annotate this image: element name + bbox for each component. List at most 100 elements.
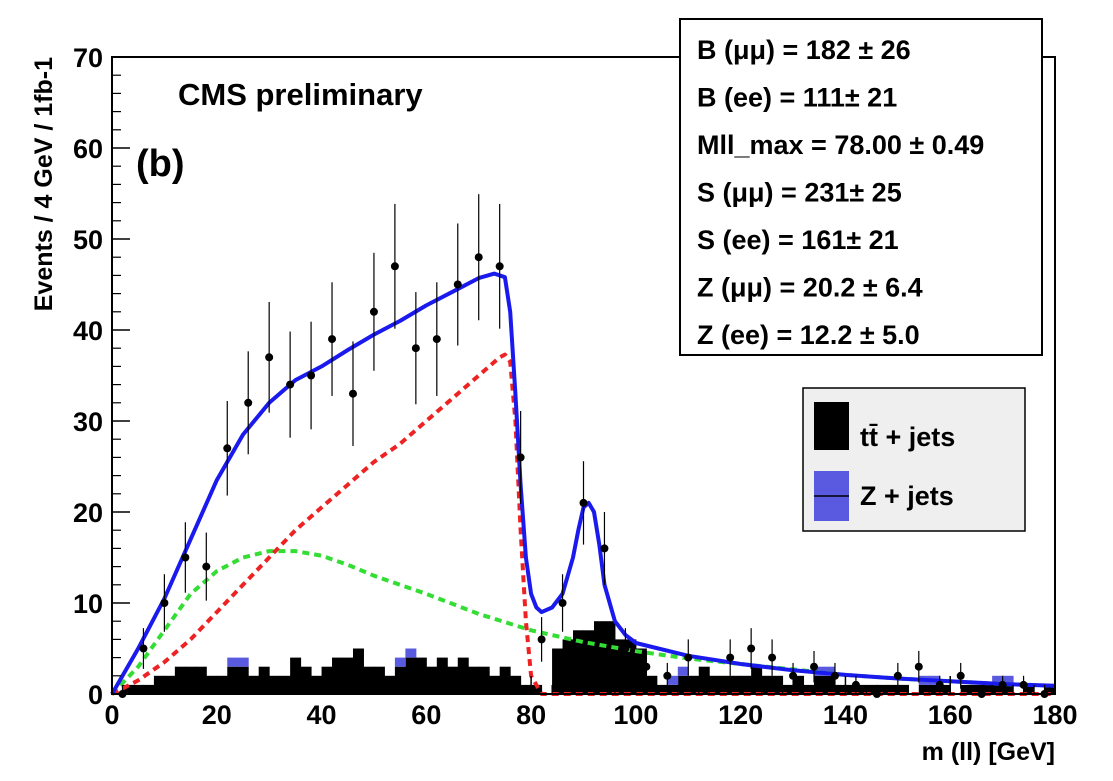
fit-result-label: Z (ee) =: [697, 320, 800, 350]
data-point: [474, 253, 483, 262]
ttbar-bin: [216, 675, 228, 694]
fit-result-value: 12.2 ± 5.0: [800, 320, 920, 350]
ttbar-bin: [269, 675, 281, 694]
ttbar-bin: [237, 666, 249, 694]
fit-result-label: Mll_max =: [697, 130, 834, 160]
ttbar-bin: [751, 666, 763, 694]
x-tick-label: 40: [307, 700, 337, 730]
zjets-bin: [992, 675, 1004, 685]
zjets-bin: [394, 657, 406, 667]
y-axis-label: Events / 4 GeV / 1fb-1: [30, 57, 58, 311]
ttbar-bin: [258, 666, 270, 694]
ttbar-bin: [499, 666, 511, 694]
ttbar-bin: [436, 657, 448, 694]
ttbar-bin: [834, 684, 846, 694]
zjets-bin: [405, 648, 417, 658]
y-tick-label: 70: [73, 43, 103, 73]
data-point: [411, 344, 420, 353]
ttbar-bin: [845, 684, 857, 694]
data-point: [160, 599, 169, 607]
data-point: [830, 671, 839, 680]
ttbar-bin: [394, 666, 406, 694]
ttbar-bin: [981, 684, 993, 694]
data-point: [390, 262, 399, 271]
ttbar-bin: [761, 675, 773, 694]
data-point: [621, 644, 630, 653]
y-tick-label: 40: [73, 316, 103, 346]
x-tick-label: 120: [718, 700, 763, 730]
data-point: [956, 671, 965, 680]
ttbar-bin: [918, 684, 930, 694]
ttbar-bin: [646, 675, 658, 694]
total-fit-curve: [110, 271, 1056, 695]
fit-result-label: S (μμ) =: [697, 178, 804, 208]
fit-result-value: 182 ± 26: [806, 35, 911, 65]
y-tick-label: 20: [73, 498, 103, 528]
ttbar-bin: [635, 648, 647, 694]
ttbar-bin: [279, 675, 291, 694]
ttbar-bin: [719, 675, 731, 694]
ttbar-bin: [1044, 684, 1056, 694]
ttbar-bin: [122, 684, 134, 694]
panel-label: (b): [136, 143, 185, 185]
signal-fit-curve: [111, 352, 1055, 696]
ttbar-bin: [803, 684, 815, 694]
data-point: [810, 662, 819, 671]
ttbar-bin: [583, 630, 595, 694]
ttbar-bin: [311, 675, 323, 694]
ttbar-bin: [939, 684, 951, 694]
legend-label-ttbar: tt̄ + jets: [860, 422, 955, 452]
data-point: [516, 453, 525, 462]
ttbar-bin: [531, 684, 543, 694]
ttbar-bin: [248, 675, 260, 694]
data-point: [642, 662, 651, 671]
ttbar-bin: [321, 666, 333, 694]
ttbar-bin: [814, 675, 825, 694]
ttbar-bin: [1023, 684, 1035, 694]
data-point: [1019, 680, 1028, 689]
zjets-bin: [824, 666, 836, 676]
data-point: [998, 680, 1007, 689]
ttbar-bin: [185, 666, 197, 694]
data-point: [914, 662, 923, 671]
ttbar-bin: [143, 684, 155, 694]
ttbar-bin: [740, 675, 752, 694]
ttbar-bin: [290, 657, 302, 694]
ttbar-bin: [772, 675, 784, 694]
fit-result-value: 78.00 ± 0.49: [834, 130, 984, 160]
ttbar-bin: [677, 675, 689, 694]
ttbar-bin: [698, 666, 710, 694]
ttbar-bin: [342, 657, 354, 694]
x-axis-label: m (ll) [GeV]: [922, 738, 1055, 766]
ttbar-bin: [352, 648, 364, 694]
legend-label-zjets: Z + jets: [860, 481, 954, 511]
fit-results-box: [679, 18, 1043, 356]
cms-label: CMS preliminary: [178, 77, 423, 112]
y-tick-label: 0: [88, 680, 103, 710]
ttbar-bin: [730, 675, 742, 694]
plot-frame: [111, 56, 1056, 695]
fit-result-line: Z (ee) = 12.2 ± 5.0: [697, 320, 920, 350]
fit-result-line: B (μμ) = 182 ± 26: [697, 35, 911, 65]
data-point: [286, 380, 295, 389]
x-tick-label: 0: [104, 700, 119, 730]
ttbar-bin: [520, 684, 532, 694]
data-point: [893, 671, 902, 680]
ttbar-bin: [206, 675, 218, 694]
ttbar-bin: [195, 666, 207, 694]
ttbar-bin: [876, 684, 888, 694]
fit-result-value: 111± 21: [803, 83, 897, 113]
ttbar-bin: [562, 639, 574, 694]
zjets-bin: [227, 657, 239, 667]
data-point: [139, 644, 148, 653]
zjets-bin: [1002, 675, 1014, 685]
data-point: [579, 498, 588, 507]
ttbar-bin: [855, 684, 867, 694]
y-tick-label: 50: [73, 225, 103, 255]
ttbar-bin: [593, 621, 605, 694]
zjets-bin: [677, 666, 689, 676]
ttbar-bin: [897, 684, 909, 694]
ttbar-bin: [363, 666, 375, 694]
x-tick-label: 180: [1032, 700, 1077, 730]
ttbar-bin: [929, 684, 941, 694]
